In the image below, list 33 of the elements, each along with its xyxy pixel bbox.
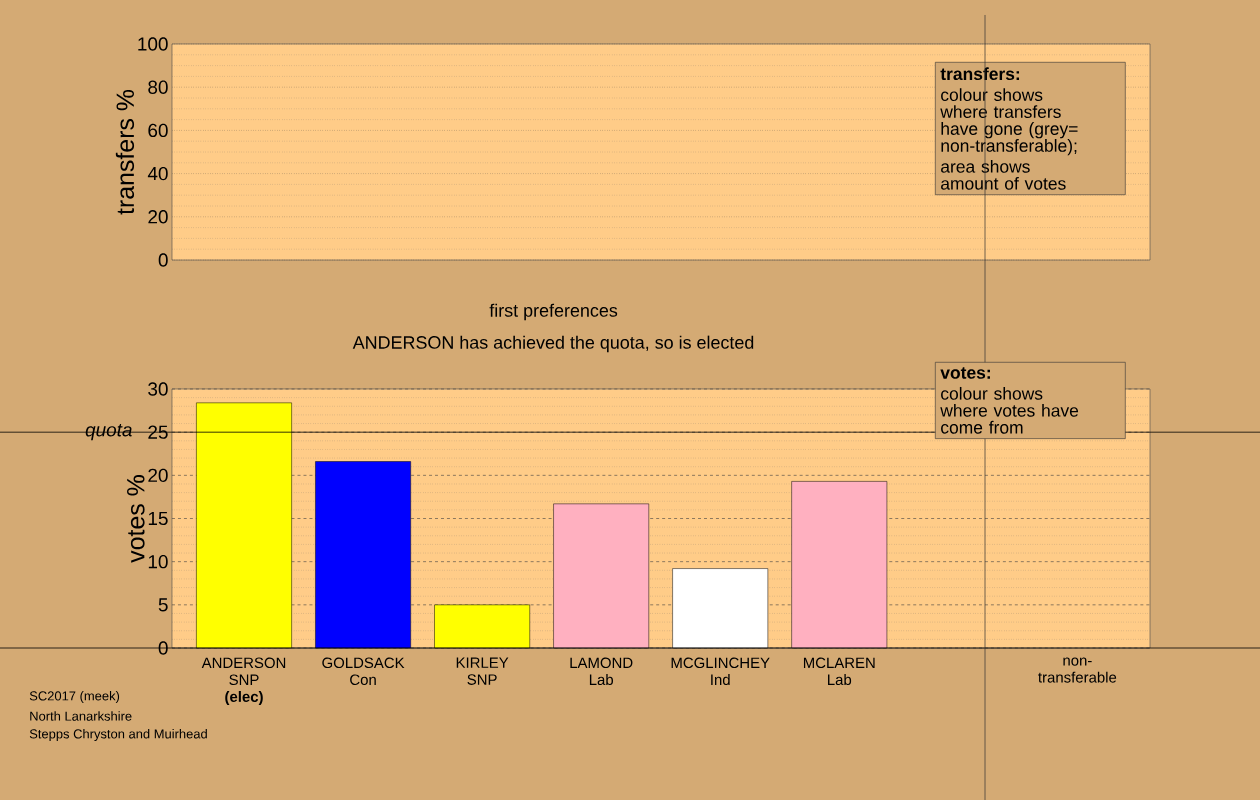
y-tick-label: 25	[148, 425, 168, 439]
y-tick-label: 60	[148, 123, 168, 138]
y-tick-label: 15	[148, 511, 168, 526]
y-tick-label: 40	[147, 166, 168, 181]
y-axis-title: transfers %	[115, 89, 135, 215]
chart-subtitle: ANDERSON has achieved the quota, so is elected	[352, 335, 754, 353]
y-tick-label: 10	[148, 554, 168, 569]
y-tick-label: 20	[148, 468, 168, 483]
text: votes:	[940, 367, 990, 379]
chart-title: first preferences	[489, 303, 618, 321]
annotation: area shows amount of votes	[941, 159, 1066, 190]
x-tick-label: MCGLINCHEY Ind	[671, 657, 770, 686]
text: Stepps Chryston and Muirhead	[29, 728, 207, 742]
ref-line-label: quota	[85, 424, 132, 441]
annotation: transfers:	[940, 67, 1020, 81]
y-tick-label: 100	[138, 37, 168, 51]
x-tick-label: MCLAREN Lab	[803, 657, 875, 686]
y-tick-label: 20	[148, 210, 168, 224]
annotation: colour shows where transfers have gone (grey= non-transferable);	[940, 88, 1078, 156]
y-tick-label: 0	[158, 641, 168, 655]
y-tick-label: 0	[158, 253, 168, 267]
y-tick-label: 5	[158, 598, 168, 612]
annotation: colour shows where votes have come from	[940, 386, 1079, 434]
y-tick-label: 80	[148, 80, 168, 94]
x-tick-label: GOLDSACK Con	[322, 657, 405, 686]
x-tick-label: non- transferable	[1038, 657, 1117, 683]
y-axis-title: votes %	[127, 475, 145, 563]
text: SC2017 (meek)	[29, 690, 120, 704]
x-tick-label: KIRLEY SNP	[456, 657, 509, 685]
text: North Lanarkshire	[30, 711, 132, 721]
x-tick-label: LAMOND Lab	[570, 657, 633, 686]
x-tick-label: ANDERSON SNP (elec)	[201, 657, 286, 705]
y-tick-label: 30	[148, 382, 168, 396]
